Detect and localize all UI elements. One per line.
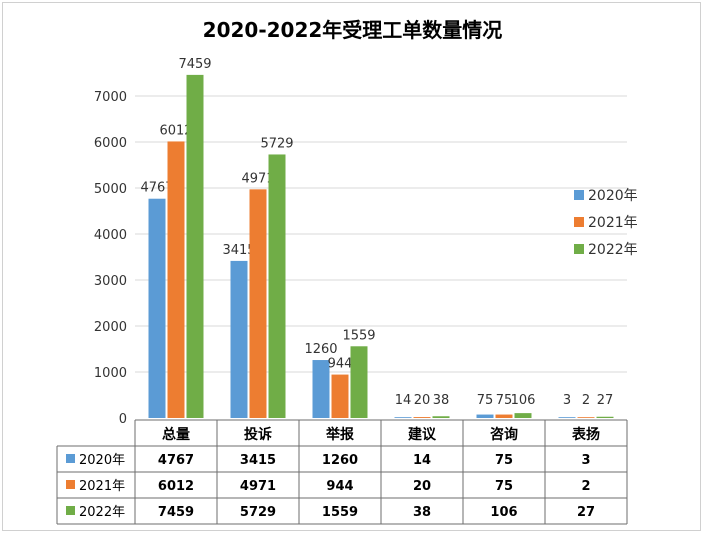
bar xyxy=(167,141,185,418)
bar xyxy=(476,414,494,418)
category-label: 投诉 xyxy=(244,426,272,443)
bar xyxy=(577,417,595,418)
category-label: 表扬 xyxy=(571,426,600,443)
table-legend-key xyxy=(66,454,75,463)
data-label: 6012 xyxy=(159,123,192,138)
data-label: 5729 xyxy=(260,136,293,151)
data-label: 75 xyxy=(477,393,494,408)
data-label: 4767 xyxy=(140,181,173,196)
y-tick-label: 1000 xyxy=(94,366,127,381)
table-cell: 3 xyxy=(581,453,590,468)
data-label: 7459 xyxy=(178,57,211,72)
bar xyxy=(558,417,576,418)
bar xyxy=(312,360,330,418)
data-label: 1260 xyxy=(304,342,337,357)
data-label: 4971 xyxy=(241,171,274,186)
table-cell: 38 xyxy=(413,505,431,520)
bar xyxy=(249,189,267,418)
legend-key xyxy=(574,190,584,200)
table-cell: 2 xyxy=(581,479,590,494)
bar xyxy=(186,74,204,419)
table-cell: 14 xyxy=(413,453,431,468)
data-label: 38 xyxy=(433,393,450,408)
y-tick-label: 6000 xyxy=(94,136,127,151)
table-cell: 106 xyxy=(490,505,517,520)
y-tick-label: 3000 xyxy=(94,274,127,289)
data-label: 944 xyxy=(328,357,353,372)
data-label: 20 xyxy=(414,393,431,408)
bar xyxy=(394,417,412,418)
category-label: 咨询 xyxy=(490,426,518,443)
data-label: 2 xyxy=(582,393,590,408)
table-cell: 3415 xyxy=(240,453,276,468)
data-label: 1559 xyxy=(342,328,375,343)
bar xyxy=(596,416,614,418)
table-legend-key xyxy=(66,480,75,489)
table-cell: 6012 xyxy=(158,479,194,494)
table-cell: 1260 xyxy=(322,453,358,468)
legend-label: 2021年 xyxy=(588,215,638,231)
table-cell: 5729 xyxy=(240,505,276,520)
table-cell: 75 xyxy=(495,479,513,494)
bar xyxy=(350,346,368,418)
category-label: 举报 xyxy=(325,426,354,443)
data-label: 27 xyxy=(597,393,614,408)
legend-label: 2022年 xyxy=(588,242,638,258)
table-series-name: 2020年 xyxy=(79,453,125,468)
y-tick-label: 0 xyxy=(119,412,127,427)
table-series-name: 2022年 xyxy=(79,505,125,520)
bar xyxy=(495,414,513,418)
bar xyxy=(413,417,431,418)
data-label: 75 xyxy=(496,393,513,408)
bar xyxy=(514,413,532,418)
data-label: 3 xyxy=(563,393,571,408)
bar xyxy=(268,154,286,418)
table-cell: 7459 xyxy=(158,505,194,520)
bar xyxy=(148,198,166,418)
table-legend-key xyxy=(66,506,75,515)
bar xyxy=(331,374,349,418)
table-cell: 27 xyxy=(577,505,595,520)
bar xyxy=(432,416,450,418)
y-tick-label: 2000 xyxy=(94,320,127,335)
table-cell: 75 xyxy=(495,453,513,468)
table-cell: 20 xyxy=(413,479,431,494)
y-tick-label: 5000 xyxy=(94,182,127,197)
table-cell: 4971 xyxy=(240,479,276,494)
legend-label: 2020年 xyxy=(588,188,638,204)
bar xyxy=(230,260,248,418)
table-cell: 4767 xyxy=(158,453,194,468)
y-tick-label: 7000 xyxy=(94,90,127,105)
data-label: 106 xyxy=(511,393,536,408)
table-series-name: 2021年 xyxy=(79,479,125,494)
chart-title: 2020-2022年受理工单数量情况 xyxy=(202,18,503,42)
data-label: 3415 xyxy=(222,243,255,258)
y-tick-label: 4000 xyxy=(94,228,127,243)
legend-key xyxy=(574,244,584,254)
table-cell: 944 xyxy=(326,479,353,494)
data-label: 14 xyxy=(395,393,412,408)
table-cell: 1559 xyxy=(322,505,358,520)
category-label: 建议 xyxy=(408,426,437,443)
legend-key xyxy=(574,217,584,227)
category-label: 总量 xyxy=(162,426,190,443)
